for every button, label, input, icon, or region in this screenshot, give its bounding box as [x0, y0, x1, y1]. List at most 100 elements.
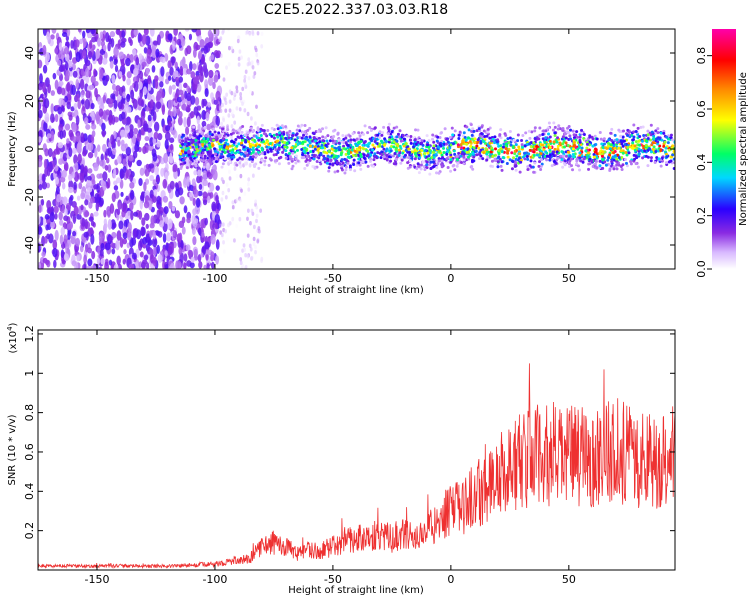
heatmap-cell [76, 142, 82, 153]
heatmap-cell [186, 105, 191, 113]
heatmap-cell [576, 147, 580, 151]
heatmap-cell [153, 188, 158, 197]
heatmap-cell [246, 131, 250, 135]
heatmap-cell [669, 133, 673, 137]
heatmap-cell [111, 74, 116, 84]
heatmap-cell [435, 139, 439, 143]
heatmap-cell [414, 142, 418, 146]
heatmap-cell [73, 181, 77, 190]
heatmap-cell [139, 194, 144, 201]
heatmap-cell [301, 140, 305, 144]
heatmap-cell [540, 143, 544, 147]
heatmap-cell [293, 145, 297, 149]
heatmap-cell [563, 132, 567, 136]
heatmap-cell [143, 200, 150, 209]
heatmap-cell [575, 135, 579, 139]
heatmap-cell [100, 101, 104, 107]
heatmap-cell [99, 68, 104, 80]
heatmap-cell [99, 31, 104, 40]
heatmap-cell [287, 152, 291, 156]
heatmap-cell [266, 129, 270, 133]
heatmap-cell [294, 133, 298, 137]
heatmap-cell [554, 161, 558, 165]
heatmap-cell [659, 164, 663, 168]
heatmap-cell [156, 244, 160, 254]
heatmap-cell [601, 145, 605, 149]
heatmap-cell [102, 131, 106, 138]
heatmap-cell [475, 144, 479, 148]
heatmap-cell [43, 98, 50, 109]
heatmap-cell [488, 141, 492, 145]
heatmap-cell [351, 132, 355, 136]
heatmap-cell [192, 208, 197, 216]
heatmap-cell [197, 254, 202, 263]
heatmap-cell [82, 49, 87, 60]
heatmap-cell [467, 128, 471, 132]
heatmap-cell [186, 68, 192, 75]
heatmap-cell [96, 144, 101, 153]
heatmap-cell [254, 250, 257, 255]
heatmap-cell [395, 139, 399, 143]
heatmap-cell [541, 137, 545, 141]
heatmap-cell [371, 143, 375, 147]
heatmap-cell [196, 115, 200, 125]
heatmap-cell [172, 40, 176, 51]
heatmap-cell [69, 70, 73, 77]
heatmap-cell [510, 151, 514, 155]
heatmap-cell [221, 162, 225, 166]
heatmap-cell [227, 29, 230, 32]
heatmap-cell [565, 130, 569, 134]
heatmap-cell [330, 144, 334, 148]
heatmap-cell [392, 145, 396, 149]
heatmap-cell [201, 231, 205, 238]
heatmap-cell [212, 164, 217, 172]
spectrogram-x-tick-label: 0 [447, 272, 454, 285]
heatmap-cell [83, 254, 88, 265]
heatmap-cell [119, 237, 124, 248]
heatmap-cell [445, 138, 449, 142]
heatmap-cell [392, 140, 396, 144]
heatmap-cell [46, 166, 51, 177]
heatmap-cell [243, 78, 247, 83]
heatmap-cell [181, 158, 185, 162]
heatmap-cell [414, 128, 418, 132]
heatmap-cell [186, 146, 190, 150]
heatmap-cell [392, 126, 396, 130]
heatmap-cell [303, 124, 307, 128]
heatmap-cell [456, 162, 460, 166]
heatmap-cell [284, 149, 288, 153]
heatmap-cell [325, 151, 329, 155]
heatmap-cell [197, 50, 203, 60]
heatmap-cell [205, 254, 209, 261]
heatmap-cell [462, 155, 466, 159]
heatmap-cell [205, 165, 209, 169]
heatmap-cell [660, 138, 664, 142]
heatmap-cell [422, 165, 426, 169]
heatmap-cell [393, 152, 397, 156]
heatmap-cell [320, 143, 324, 147]
heatmap-cell [517, 145, 521, 149]
heatmap-cell [564, 154, 568, 158]
heatmap-cell [449, 143, 453, 147]
heatmap-cell [193, 134, 197, 138]
heatmap-cell [425, 163, 429, 167]
snr-x-tick-label: -100 [202, 573, 227, 586]
heatmap-cell [257, 55, 261, 61]
heatmap-cell [110, 219, 116, 230]
heatmap-cell [409, 135, 413, 139]
heatmap-cell [44, 214, 50, 220]
heatmap-cell [333, 128, 337, 132]
heatmap-cell [431, 133, 435, 137]
heatmap-cell [218, 223, 222, 228]
heatmap-cell [465, 150, 469, 154]
heatmap-cell [129, 128, 134, 139]
heatmap-cell [160, 66, 165, 77]
heatmap-cell [513, 149, 517, 153]
heatmap-cell [588, 135, 592, 139]
heatmap-cell [514, 168, 518, 172]
heatmap-cell [489, 150, 493, 154]
heatmap-cell [113, 185, 119, 191]
heatmap-cell [509, 143, 513, 147]
heatmap-cell [277, 147, 281, 151]
heatmap-cell [542, 129, 546, 133]
